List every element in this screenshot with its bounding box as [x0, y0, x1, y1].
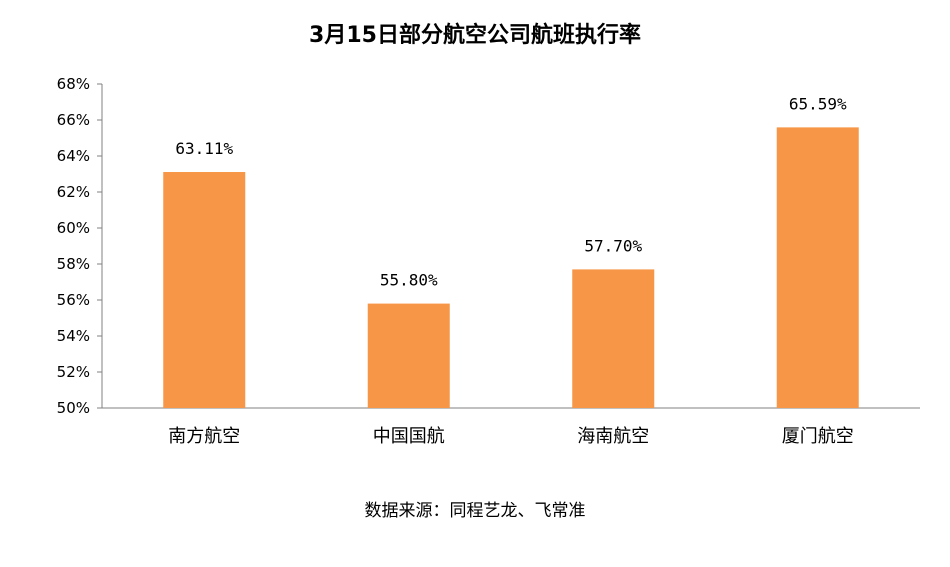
bar-value-label: 57.70%: [584, 236, 642, 255]
y-axis: 50% 52% 54% 56% 58% 60% 62% 64% 66% 68%: [57, 75, 103, 417]
bar-series: [163, 127, 859, 408]
category-label: 南方航空: [168, 426, 240, 447]
y-tick-label: 58%: [57, 255, 90, 273]
category-label: 厦门航空: [782, 426, 854, 447]
category-label: 中国国航: [373, 426, 445, 447]
y-tick-label: 64%: [57, 147, 90, 165]
bar-value-label: 55.80%: [380, 271, 438, 290]
bar: [367, 303, 450, 408]
y-tick-label: 52%: [57, 363, 90, 381]
category-labels: 南方航空 中国国航 海南航空 厦门航空: [168, 426, 854, 447]
bar-value-label: 65.59%: [789, 94, 847, 113]
y-tick-label: 66%: [57, 111, 90, 129]
bar: [572, 269, 655, 408]
y-tick-label: 62%: [57, 183, 90, 201]
y-tick-label: 56%: [57, 291, 90, 309]
chart-title: 3月15日部分航空公司航班执行率: [309, 22, 641, 48]
data-labels: 63.11% 55.80% 57.70% 65.59%: [175, 94, 847, 289]
y-tick-label: 60%: [57, 219, 90, 237]
bar: [776, 127, 859, 408]
bar: [163, 172, 246, 408]
category-label: 海南航空: [577, 426, 649, 447]
source-note: 数据来源：同程艺龙、飞常准: [365, 501, 586, 521]
bar-value-label: 63.11%: [175, 139, 233, 158]
y-tick-label: 50%: [57, 399, 90, 417]
y-tick-label: 54%: [57, 327, 90, 345]
y-tick-label: 68%: [57, 75, 90, 93]
